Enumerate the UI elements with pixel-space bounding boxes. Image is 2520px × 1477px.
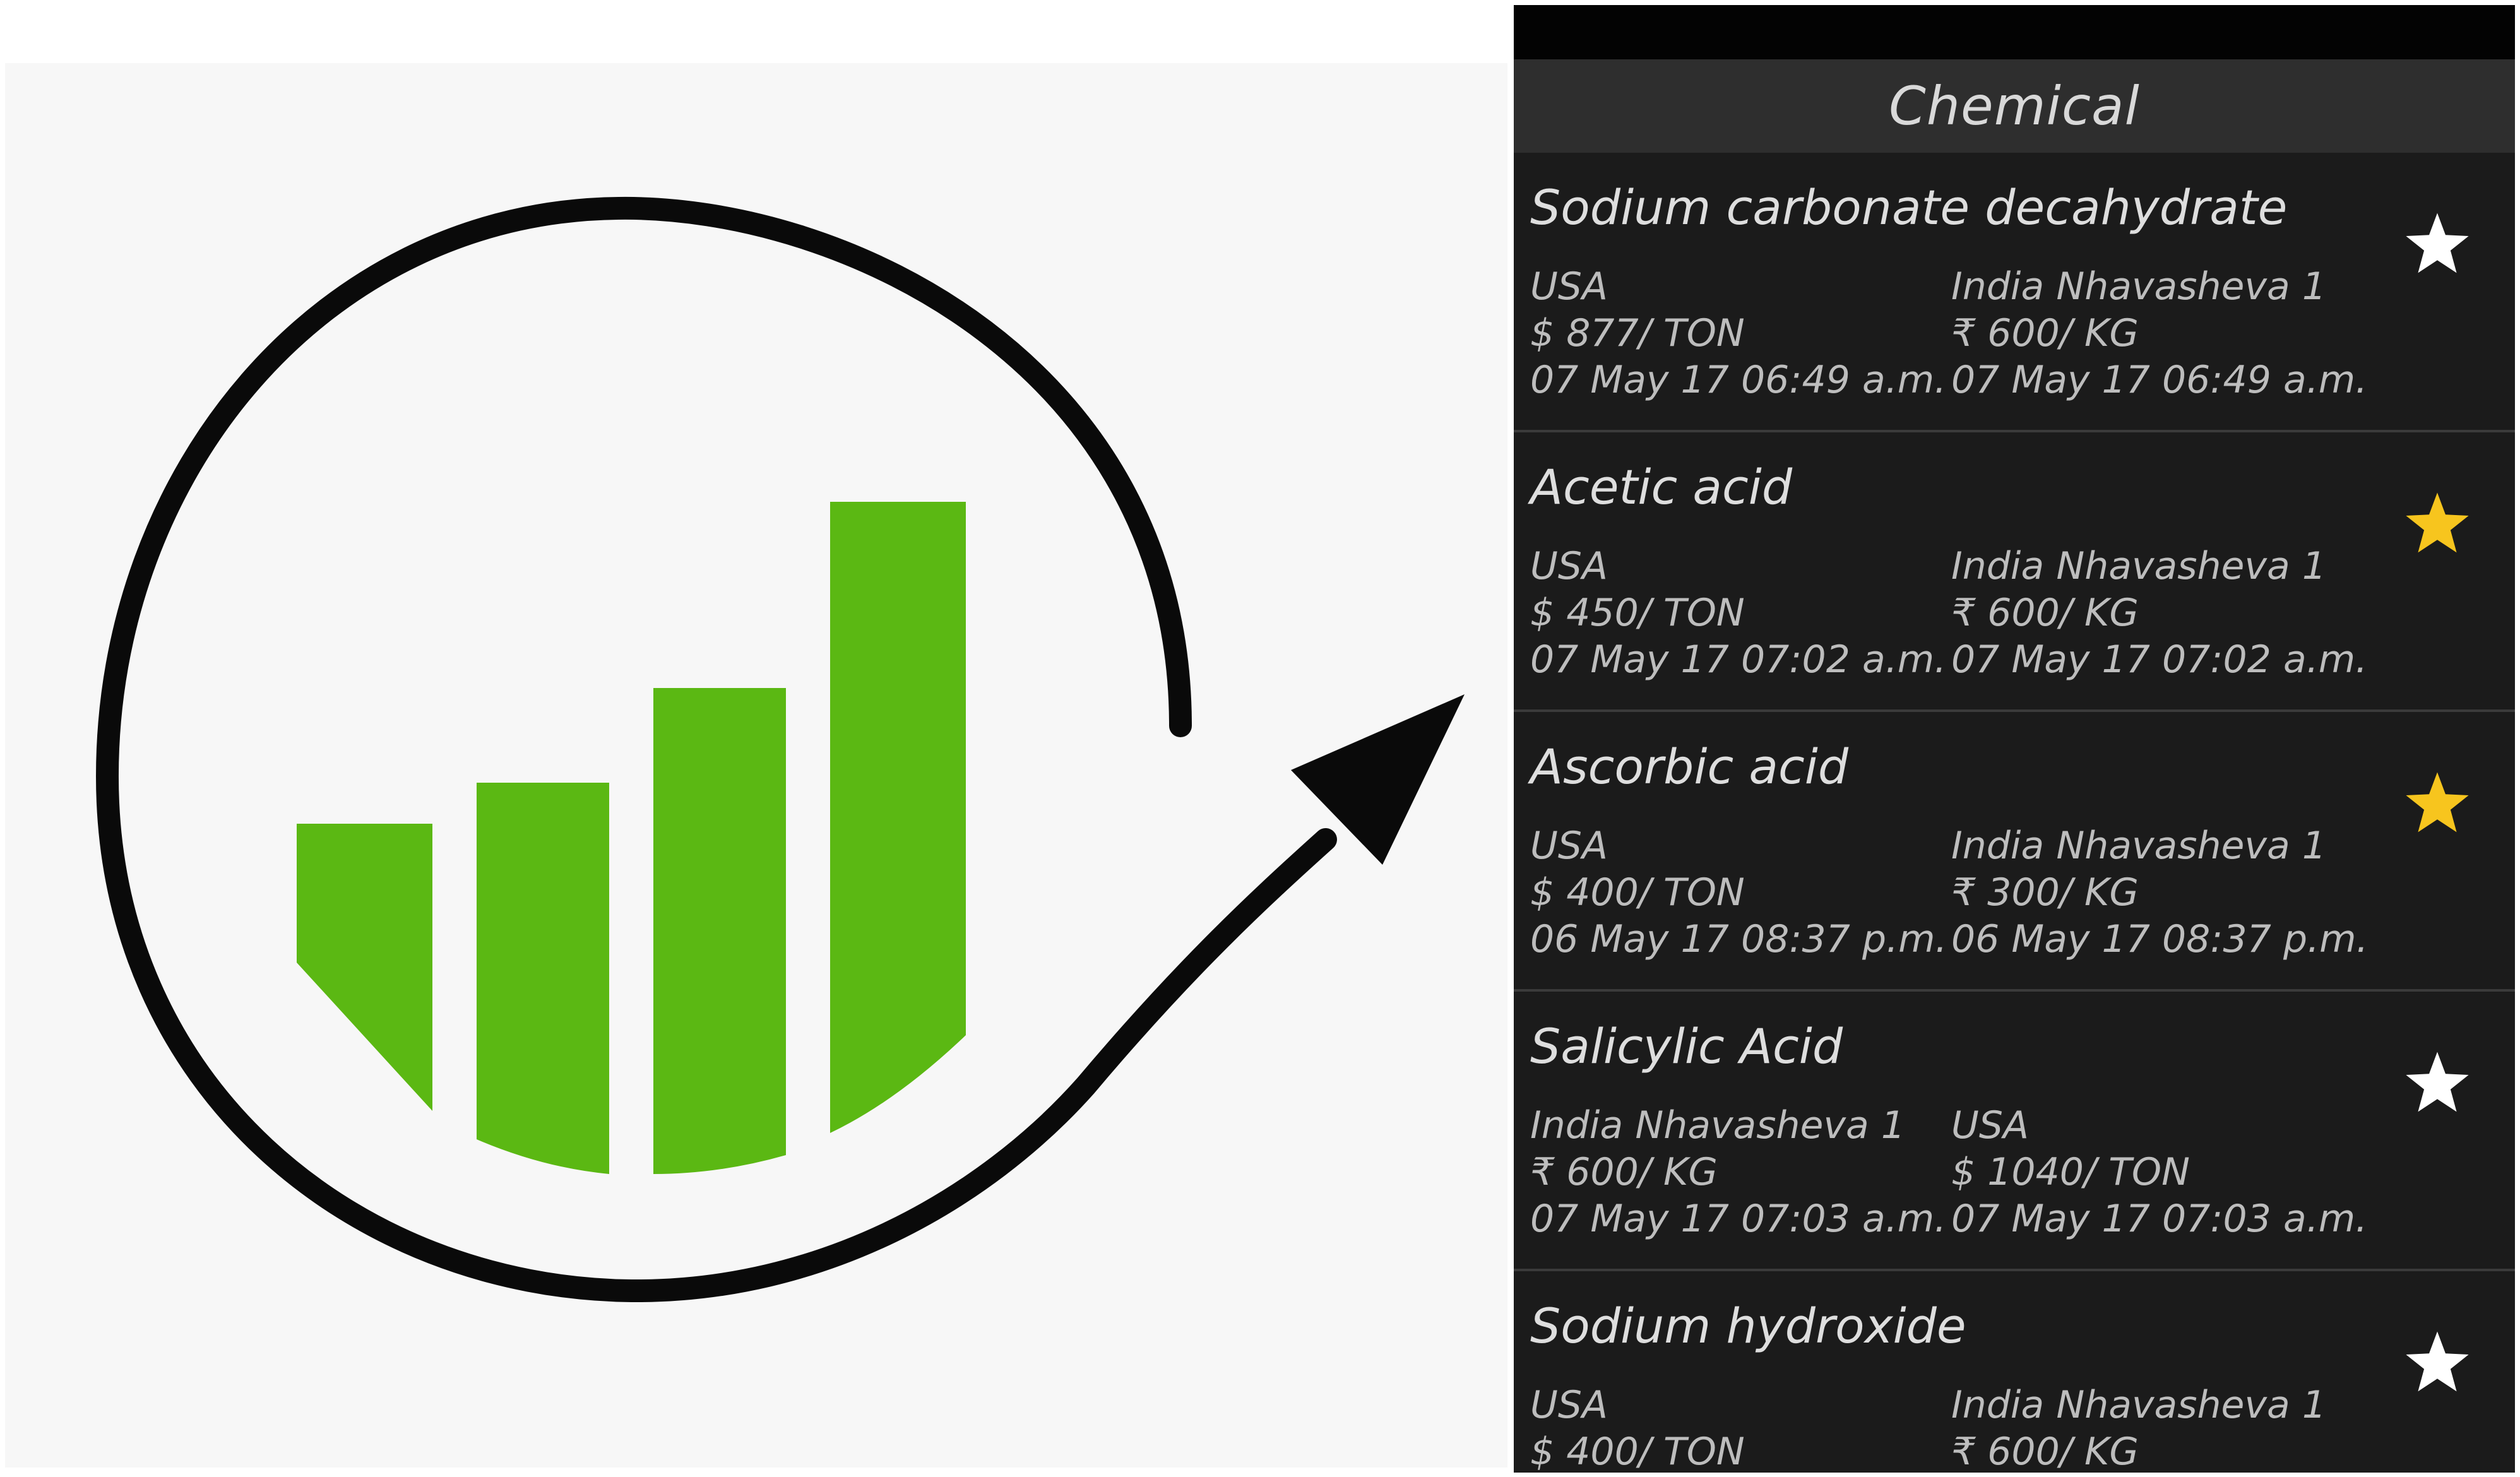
growth-bars-icon [297, 502, 966, 1174]
bar-2 [477, 783, 609, 1174]
quote-left: USA $ 877/ TON 07 May 17 06:49 a.m. [1530, 263, 1946, 403]
quote-date: 07 May 17 06:49 a.m. [1951, 358, 2368, 402]
quote-right: India Nhavasheva 1 ₹ 600/ KG [1951, 1382, 2326, 1473]
quote-date: 07 May 17 07:02 a.m. [1530, 638, 1947, 682]
quote-right: India Nhavasheva 1 ₹ 600/ KG 07 May 17 0… [1951, 543, 2367, 683]
quote-location: USA [1530, 264, 1608, 309]
quote-location: India Nhavasheva 1 [1530, 1103, 1905, 1148]
logo-panel [5, 63, 1507, 1468]
quote-price: ₹ 600/ KG [1530, 1150, 1718, 1194]
quote-right: India Nhavasheva 1 ₹ 600/ KG 07 May 17 0… [1951, 263, 2367, 403]
circular-arrow-icon [95, 196, 1465, 1303]
list-item[interactable]: Acetic acid USA $ 450/ TON 07 May 17 07:… [1514, 432, 2515, 712]
favorite-star-icon[interactable] [2403, 489, 2472, 559]
chemical-name: Acetic acid [1530, 459, 1793, 515]
quote-date: 07 May 17 07:02 a.m. [1951, 638, 2368, 682]
quote-right: USA $ 1040/ TON 07 May 17 07:03 a.m. [1951, 1102, 2367, 1242]
chemical-name: Sodium hydroxide [1530, 1298, 1966, 1354]
chemical-name: Ascorbic acid [1530, 738, 1849, 795]
quote-price: $ 400/ TON [1530, 1430, 1745, 1473]
quote-location: India Nhavasheva 1 [1951, 824, 2326, 868]
bar-3 [653, 688, 786, 1174]
quote-price: $ 450/ TON [1530, 591, 1745, 635]
quote-left: USA $ 450/ TON 07 May 17 07:02 a.m. [1530, 543, 1946, 683]
status-bar [1514, 5, 2515, 59]
quote-left: USA $ 400/ TON [1530, 1382, 1745, 1473]
quote-location: India Nhavasheva 1 [1951, 1383, 2326, 1427]
quote-location: USA [1530, 1383, 1608, 1427]
list-item[interactable]: Sodium carbonate decahydrate USA $ 877/ … [1514, 153, 2515, 432]
page-title: Chemical [1889, 75, 2140, 137]
bar-4 [830, 502, 966, 1133]
quote-left: India Nhavasheva 1 ₹ 600/ KG 07 May 17 0… [1530, 1102, 1946, 1242]
quote-date: 06 May 17 08:37 p.m. [1951, 917, 2368, 961]
logo [95, 196, 1465, 1303]
quote-price: $ 1040/ TON [1951, 1150, 2190, 1194]
app-screen: Chemical Sodium carbonate decahydrate US… [1514, 5, 2515, 1473]
favorite-star-icon[interactable] [2403, 769, 2472, 838]
quote-location: India Nhavasheva 1 [1951, 544, 2326, 588]
quote-location: India Nhavasheva 1 [1951, 264, 2326, 309]
quote-left: USA $ 400/ TON 06 May 17 08:37 p.m. [1530, 822, 1947, 963]
favorite-star-icon[interactable] [2403, 210, 2472, 279]
quote-price: $ 400/ TON [1530, 870, 1745, 915]
chemical-list[interactable]: Sodium carbonate decahydrate USA $ 877/ … [1514, 153, 2515, 1473]
arrow-ring [95, 196, 1337, 1303]
quote-date: 07 May 17 06:49 a.m. [1530, 358, 1947, 402]
quote-date: 07 May 17 07:03 a.m. [1530, 1197, 1947, 1241]
quote-price: ₹ 600/ KG [1951, 311, 2139, 355]
arrow-head [1291, 694, 1465, 865]
bar-1 [297, 824, 432, 1111]
quote-location: USA [1951, 1103, 2030, 1148]
quote-location: USA [1530, 824, 1608, 868]
favorite-star-icon[interactable] [2403, 1328, 2472, 1397]
quote-price: ₹ 600/ KG [1951, 591, 2139, 635]
quote-price: ₹ 600/ KG [1951, 1430, 2139, 1473]
quote-date: 07 May 17 07:03 a.m. [1951, 1197, 2368, 1241]
chemical-name: Salicylic Acid [1530, 1018, 1843, 1074]
favorite-star-icon[interactable] [2403, 1048, 2472, 1118]
quote-price: $ 877/ TON [1530, 311, 1745, 355]
list-item[interactable]: Salicylic Acid India Nhavasheva 1 ₹ 600/… [1514, 992, 2515, 1271]
list-item[interactable]: Ascorbic acid USA $ 400/ TON 06 May 17 0… [1514, 712, 2515, 992]
quote-price: ₹ 300/ KG [1951, 870, 2139, 915]
quote-location: USA [1530, 544, 1608, 588]
list-item[interactable]: Sodium hydroxide USA $ 400/ TON India Nh… [1514, 1271, 2515, 1473]
chemical-name: Sodium carbonate decahydrate [1530, 179, 2288, 235]
quote-right: India Nhavasheva 1 ₹ 300/ KG 06 May 17 0… [1951, 822, 2368, 963]
quote-date: 06 May 17 08:37 p.m. [1530, 917, 1947, 961]
app-header: Chemical [1514, 59, 2515, 153]
